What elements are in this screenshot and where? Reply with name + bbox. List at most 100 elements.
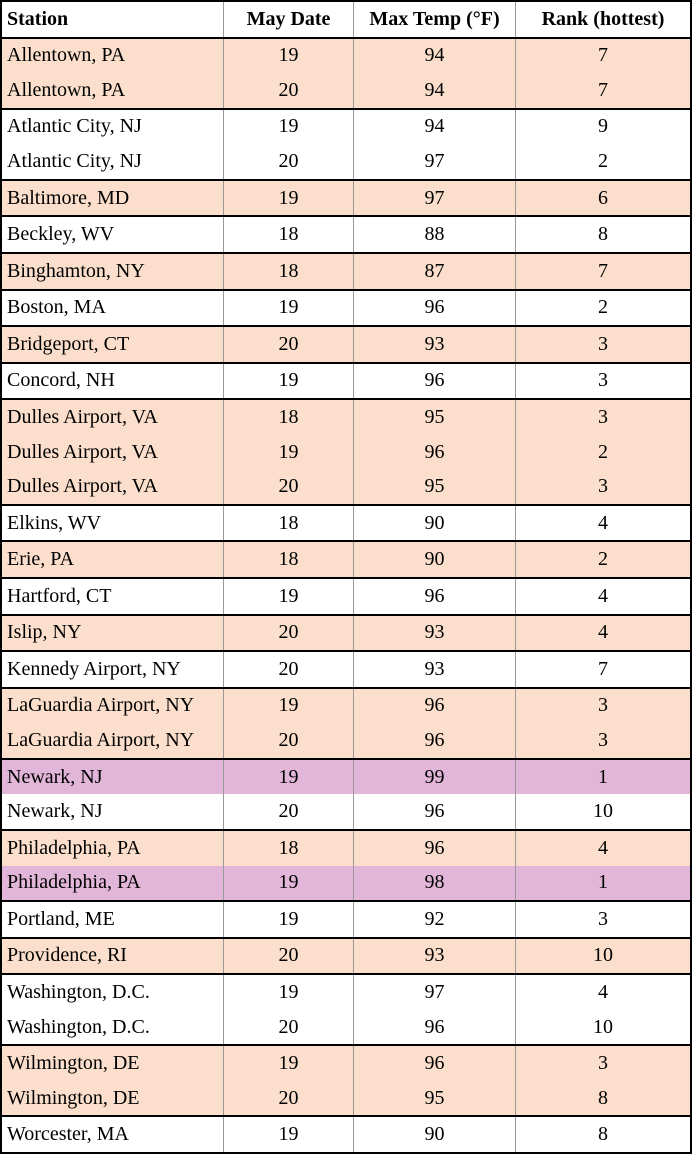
table-cell: 19 — [223, 865, 353, 901]
table-cell: 19 — [223, 38, 353, 74]
table-cell: 94 — [353, 73, 515, 108]
table-cell: 19 — [223, 579, 353, 614]
table-cell: 96 — [353, 688, 515, 724]
table-cell: 90 — [353, 1117, 515, 1152]
table-cell: 96 — [353, 723, 515, 758]
table-cell: 98 — [353, 865, 515, 901]
table-cell: 3 — [515, 363, 690, 399]
table-cell: 93 — [353, 615, 515, 651]
table-cell: 20 — [223, 1009, 353, 1045]
table-cell: 3 — [515, 688, 690, 724]
table-cell: 18 — [223, 253, 353, 289]
table-cell: Washington, D.C. — [7, 980, 150, 1003]
table-cell: 2 — [515, 434, 690, 470]
table-cell: 9 — [515, 109, 690, 145]
header-cell: Station — [7, 7, 69, 30]
table-row: Baltimore, MD 19 97 6 — [2, 178, 690, 216]
table-cell: 96 — [353, 1009, 515, 1045]
table-cell: 1 — [515, 865, 690, 901]
table-cell: LaGuardia Airport, NY — [7, 694, 195, 717]
table-cell: 96 — [353, 794, 515, 829]
table-cell: 3 — [515, 1046, 690, 1081]
table-cell: 20 — [223, 144, 353, 179]
table-cell: 19 — [223, 975, 353, 1010]
table-cell: 1 — [515, 759, 690, 795]
table-cell: 97 — [353, 975, 515, 1010]
table-cell: 90 — [353, 542, 515, 577]
table-cell: Boston, MA — [7, 296, 106, 319]
table-cell: 19 — [223, 434, 353, 470]
table-cell: 19 — [223, 363, 353, 399]
table-cell: 96 — [353, 830, 515, 866]
table-cell: 19 — [223, 290, 353, 326]
table-cell: 87 — [353, 253, 515, 289]
table-row: Beckley, WV 18 88 8 — [2, 215, 690, 252]
table-cell: Baltimore, MD — [7, 186, 130, 209]
table-cell: Dulles Airport, VA — [7, 440, 158, 463]
table-row: Dulles Airport, VA 19 96 2 — [2, 434, 690, 470]
table-cell: Allentown, PA — [7, 44, 126, 67]
table-cell: 4 — [515, 579, 690, 614]
table-cell: 4 — [515, 505, 690, 541]
header-cell: Rank (hottest) — [515, 2, 690, 37]
table-cell: Wilmington, DE — [7, 1052, 140, 1075]
table-cell: Worcester, MA — [7, 1123, 129, 1146]
table-cell: Portland, ME — [7, 907, 115, 930]
header-cell: May Date — [223, 2, 353, 37]
table-cell: 7 — [515, 73, 690, 108]
table-cell: 2 — [515, 144, 690, 179]
table-row: Binghamton, NY 18 87 7 — [2, 251, 690, 289]
table-cell: 20 — [223, 615, 353, 651]
table-cell: Philadelphia, PA — [7, 836, 141, 859]
table-cell: 3 — [515, 469, 690, 504]
table-cell: 20 — [223, 723, 353, 758]
table-cell: 4 — [515, 975, 690, 1010]
table-cell: 7 — [515, 253, 690, 289]
table-row: Wilmington, DE 20 95 8 — [2, 1080, 690, 1116]
table-cell: 20 — [223, 1080, 353, 1116]
table-cell: 19 — [223, 1117, 353, 1152]
table-cell: 18 — [223, 400, 353, 435]
table-cell: 7 — [515, 652, 690, 687]
table-row: Philadelphia, PA 19 98 1 — [2, 865, 690, 901]
table-cell: Bridgeport, CT — [7, 332, 130, 355]
table-cell: 96 — [353, 434, 515, 470]
table-cell: 94 — [353, 38, 515, 74]
table-row: Bridgeport, CT 20 93 3 — [2, 325, 690, 362]
table-cell: 10 — [515, 938, 690, 974]
table-cell: Wilmington, DE — [7, 1086, 140, 1109]
table-cell: 93 — [353, 938, 515, 974]
table-row: Washington, D.C. 19 97 4 — [2, 973, 690, 1010]
table-row: Concord, NH 19 96 3 — [2, 361, 690, 399]
table-cell: 96 — [353, 290, 515, 326]
table-cell: 20 — [223, 469, 353, 504]
table-row: Dulles Airport, VA 20 95 3 — [2, 469, 690, 504]
table-cell: 19 — [223, 688, 353, 724]
table-cell: Philadelphia, PA — [7, 871, 141, 894]
table-cell: 18 — [223, 217, 353, 252]
table-cell: 8 — [515, 1080, 690, 1116]
table-cell: Newark, NJ — [7, 800, 103, 823]
table-cell: Atlantic City, NJ — [7, 150, 142, 173]
table-cell: 19 — [223, 180, 353, 216]
table-cell: 3 — [515, 400, 690, 435]
table-row: Washington, D.C. 20 96 10 — [2, 1009, 690, 1045]
table-cell: 96 — [353, 1046, 515, 1081]
table-cell: 90 — [353, 505, 515, 541]
table-row: Allentown, PA 20 94 7 — [2, 73, 690, 108]
table-row: Dulles Airport, VA 18 95 3 — [2, 398, 690, 435]
table-cell: 19 — [223, 1046, 353, 1081]
table-row: LaGuardia Airport, NY 20 96 3 — [2, 723, 690, 758]
table-cell: 97 — [353, 144, 515, 179]
table-row: Newark, NJ 20 96 10 — [2, 794, 690, 829]
table-cell: Kennedy Airport, NY — [7, 657, 181, 680]
table-cell: Newark, NJ — [7, 765, 103, 788]
table-cell: Concord, NH — [7, 369, 115, 392]
table-cell: 20 — [223, 73, 353, 108]
table-row: Hartford, CT 19 96 4 — [2, 577, 690, 614]
table-cell: 18 — [223, 542, 353, 577]
table-row: Philadelphia, PA 18 96 4 — [2, 828, 690, 866]
table-cell: 10 — [515, 1009, 690, 1045]
table-cell: 20 — [223, 652, 353, 687]
